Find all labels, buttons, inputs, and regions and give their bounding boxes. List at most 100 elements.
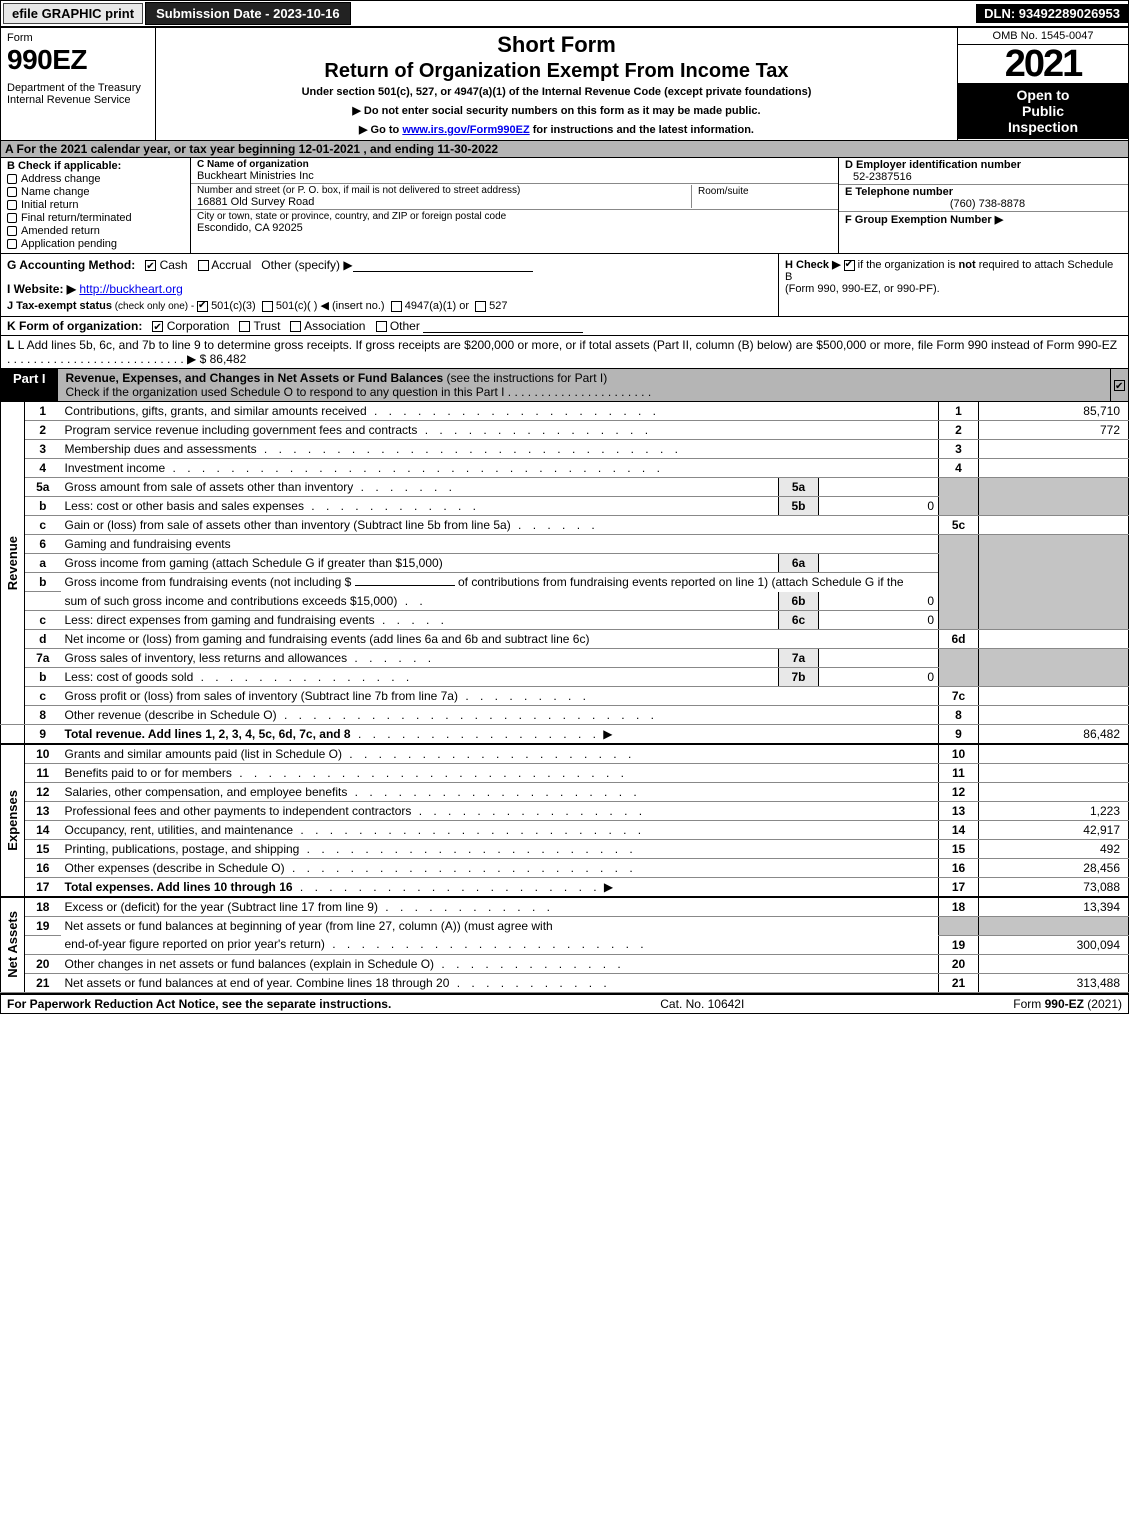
line-num: 19: [25, 916, 61, 935]
line-ref: 15: [939, 839, 979, 858]
line-ref: 9: [939, 724, 979, 744]
line-desc: Gross sales of inventory, less returns a…: [61, 648, 779, 667]
line-15: 15 Printing, publications, postage, and …: [1, 839, 1129, 858]
chk-schedule-o-used[interactable]: [1114, 380, 1125, 391]
other-input[interactable]: [353, 258, 533, 272]
goto-suffix: for instructions and the latest informat…: [530, 124, 754, 136]
line-num: 11: [25, 763, 61, 782]
lbl-corporation: Corporation: [167, 319, 230, 333]
chk-schedule-b[interactable]: [844, 260, 855, 271]
line-amount: 86,482: [979, 724, 1129, 744]
chk-association[interactable]: [290, 321, 301, 332]
line-num: 1: [25, 402, 61, 421]
chk-application-pending[interactable]: Application pending: [7, 238, 184, 250]
chk-corporation[interactable]: [152, 321, 163, 332]
lbl-501c3: 501(c)(3): [211, 300, 256, 312]
lbl-4947: 4947(a)(1) or: [405, 300, 469, 312]
street-label: Number and street (or P. O. box, if mail…: [197, 185, 691, 196]
line-num: a: [25, 554, 61, 573]
line-amount: [979, 440, 1129, 459]
line-ref: 16: [939, 858, 979, 877]
subline-amount: 0: [819, 497, 939, 516]
lbl-association: Association: [304, 319, 365, 333]
line-num: 14: [25, 820, 61, 839]
line-amount: 85,710: [979, 402, 1129, 421]
checkbox-icon: [7, 187, 17, 197]
line-num: [25, 592, 61, 611]
line-amount: [979, 516, 1129, 535]
line-num: 10: [25, 745, 61, 764]
form-header: Form 990EZ Department of the Treasury In…: [0, 27, 1129, 141]
col-b-checkboxes: B Check if applicable: Address change Na…: [1, 158, 191, 253]
footer-right: Form 990-EZ (2021): [1013, 997, 1122, 1011]
dln-label: DLN: 93492289026953: [976, 4, 1128, 23]
col-d-e-f: D Employer identification number 52-2387…: [838, 158, 1128, 253]
line-num: [25, 935, 61, 954]
line-desc: Professional fees and other payments to …: [61, 801, 939, 820]
ein-label: D Employer identification number: [845, 159, 1122, 171]
checkbox-icon: [7, 213, 17, 223]
line-num: c: [25, 610, 61, 629]
irs-link[interactable]: www.irs.gov/Form990EZ: [402, 124, 529, 136]
line-desc: Net assets or fund balances at beginning…: [61, 916, 939, 935]
j-label: J Tax-exempt status: [7, 300, 112, 312]
line-amount: [979, 745, 1129, 764]
city-label: City or town, state or province, country…: [197, 211, 832, 222]
chk-other-org[interactable]: [376, 321, 387, 332]
efile-print-button[interactable]: efile GRAPHIC print: [3, 3, 143, 24]
line-desc: Benefits paid to or for members . . . . …: [61, 763, 939, 782]
department-label: Department of the Treasury Internal Reve…: [7, 82, 149, 106]
line-21: 21 Net assets or fund balances at end of…: [1, 973, 1129, 992]
line-desc: Gain or (loss) from sale of assets other…: [61, 516, 939, 535]
line-desc: Gross profit or (loss) from sales of inv…: [61, 686, 939, 705]
org-name-value: Buckheart Ministries Inc: [197, 170, 832, 182]
line-desc: Other changes in net assets or fund bala…: [61, 954, 939, 973]
city-cell: City or town, state or province, country…: [191, 210, 838, 235]
subline-ref: 6b: [779, 592, 819, 611]
line-desc: Other expenses (describe in Schedule O) …: [61, 858, 939, 877]
chk-501c3[interactable]: [197, 301, 208, 312]
subline-amount: 0: [819, 592, 939, 611]
line-amount: 13,394: [979, 898, 1129, 917]
line-ref: 2: [939, 421, 979, 440]
line-amount: 492: [979, 839, 1129, 858]
lbl-accrual: Accrual: [211, 258, 251, 272]
chk-address-change[interactable]: Address change: [7, 173, 184, 185]
line-amount: 28,456: [979, 858, 1129, 877]
subline-amount: [819, 554, 939, 573]
chk-accrual[interactable]: [198, 260, 209, 271]
lbl-cash: Cash: [160, 258, 188, 272]
line-desc: Gross income from fundraising events (no…: [61, 573, 939, 592]
line-ref: 4: [939, 459, 979, 478]
city-value: Escondido, CA 92025: [197, 222, 832, 234]
chk-cash[interactable]: [145, 260, 156, 271]
line-ref: 8: [939, 705, 979, 724]
chk-name-change[interactable]: Name change: [7, 186, 184, 198]
chk-501c[interactable]: [262, 301, 273, 312]
street-row: Number and street (or P. O. box, if mail…: [191, 184, 838, 210]
line-4: 4 Investment income . . . . . . . . . . …: [1, 459, 1129, 478]
g-label: G Accounting Method:: [7, 258, 135, 272]
row-l-gross-receipts: L L Add lines 5b, 6c, and 7b to line 9 t…: [0, 336, 1129, 369]
other-org-input[interactable]: [423, 319, 583, 333]
phone-label: E Telephone number: [845, 186, 1122, 198]
chk-amended-return[interactable]: Amended return: [7, 225, 184, 237]
line-amount: [979, 629, 1129, 648]
line-19-text: 19 Net assets or fund balances at beginn…: [1, 916, 1129, 935]
chk-label: Application pending: [21, 238, 117, 250]
revenue-table: Revenue 1 Contributions, gifts, grants, …: [0, 402, 1129, 745]
chk-label: Name change: [21, 186, 90, 198]
row-g-h: G Accounting Method: Cash Accrual Other …: [0, 254, 1129, 317]
chk-initial-return[interactable]: Initial return: [7, 199, 184, 211]
row-i-website: I Website: ▶ http://buckheart.org: [7, 282, 772, 296]
title-short-form: Short Form: [164, 32, 949, 58]
line-ref: 5c: [939, 516, 979, 535]
room-label: Room/suite: [698, 186, 749, 197]
website-link[interactable]: http://buckheart.org: [79, 282, 182, 296]
chk-final-return[interactable]: Final return/terminated: [7, 212, 184, 224]
room-cell: Room/suite: [692, 185, 832, 208]
chk-4947[interactable]: [391, 301, 402, 312]
chk-527[interactable]: [475, 301, 486, 312]
checkbox-icon: [7, 239, 17, 249]
chk-trust[interactable]: [239, 321, 250, 332]
